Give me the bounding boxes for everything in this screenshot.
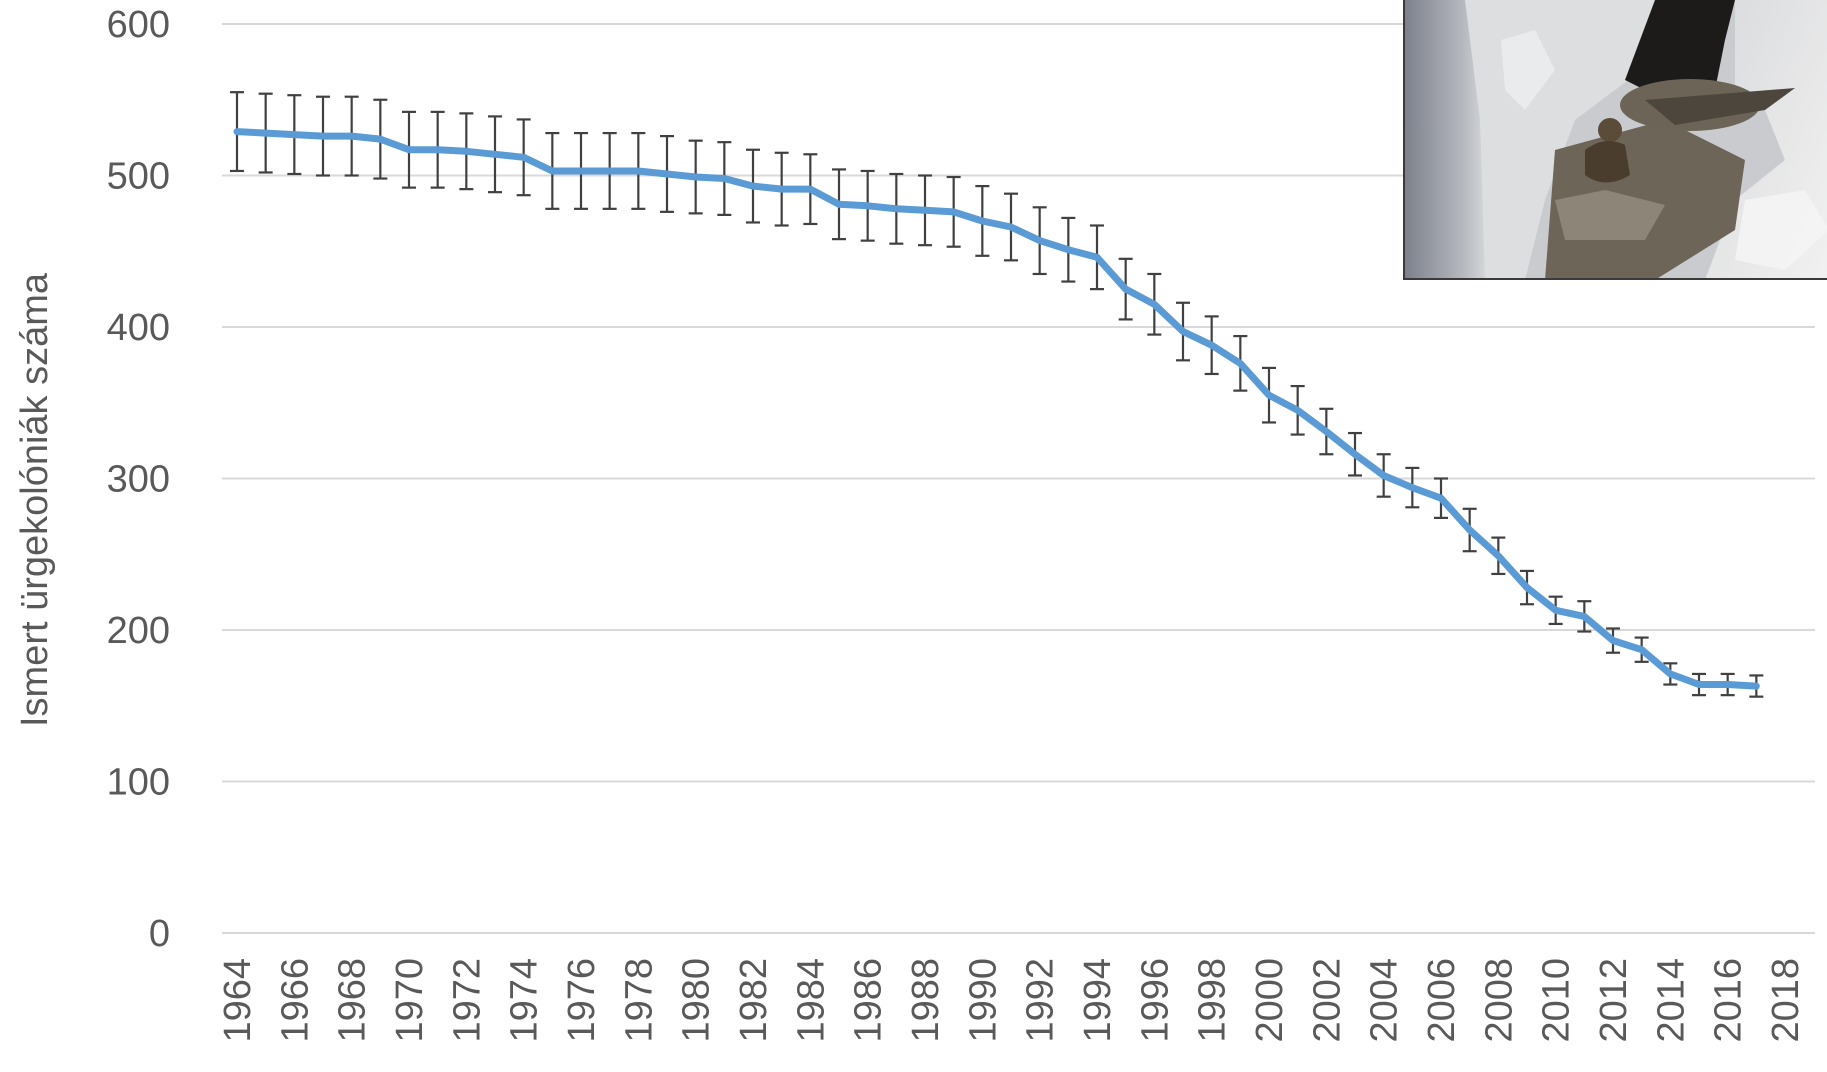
data-point [1067, 249, 1069, 251]
data-points [236, 131, 1757, 687]
x-tick-label: 1974 [504, 958, 546, 1043]
data-point [494, 153, 496, 155]
data-point [809, 188, 811, 190]
data-point [723, 178, 725, 180]
data-point [1411, 487, 1413, 489]
x-tick-label: 1994 [1077, 958, 1119, 1043]
data-point [465, 150, 467, 152]
x-tick-label: 1964 [217, 958, 259, 1043]
data-point [1182, 331, 1184, 333]
y-axis-title: Ismert ürgekolóniák száma [14, 272, 56, 727]
x-tick-label: 2000 [1249, 958, 1291, 1043]
data-point [351, 135, 353, 137]
data-point [1153, 303, 1155, 305]
x-tick-label: 2002 [1306, 958, 1348, 1043]
x-tick-label: 1966 [274, 958, 316, 1043]
data-point [1727, 684, 1729, 686]
x-tick-label: 1986 [848, 958, 890, 1043]
x-tick-label: 2008 [1478, 958, 1520, 1043]
x-tick-label: 1988 [905, 958, 947, 1043]
data-point [1755, 685, 1757, 687]
data-point [924, 209, 926, 211]
data-point [666, 173, 668, 175]
data-point [1440, 497, 1442, 499]
x-tick-label: 2016 [1708, 958, 1750, 1043]
data-point [838, 203, 840, 205]
x-tick-label: 1976 [561, 958, 603, 1043]
series-line [233, 128, 1760, 690]
x-tick-label: 2010 [1536, 958, 1578, 1043]
x-tick-label: 2018 [1765, 958, 1807, 1043]
data-point [1641, 649, 1643, 651]
data-point [236, 131, 238, 133]
data-point [637, 170, 639, 172]
data-point [322, 135, 324, 137]
gridlines [222, 23, 1815, 934]
x-tick-label: 1968 [332, 958, 374, 1043]
x-tick-label: 1978 [618, 958, 660, 1043]
data-point [1583, 615, 1585, 617]
y-tick-label: 500 [107, 156, 170, 198]
data-point [551, 170, 553, 172]
x-tick-label: 2012 [1593, 958, 1635, 1043]
data-point [867, 205, 869, 207]
data-point [1268, 394, 1270, 396]
data-point [1211, 344, 1213, 346]
y-tick-label: 200 [107, 610, 170, 652]
data-point [1669, 673, 1671, 675]
falcon-nest-photo-icon [1403, 0, 1827, 280]
y-tick-label: 100 [107, 762, 170, 804]
data-point [1526, 587, 1528, 589]
data-point [953, 211, 955, 213]
data-point [1555, 609, 1557, 611]
data-point [1010, 226, 1012, 228]
data-point [1039, 240, 1041, 242]
data-point [1125, 288, 1127, 290]
data-point [1698, 684, 1700, 686]
data-point [293, 134, 295, 136]
data-point [1383, 474, 1385, 476]
y-axis-tick-labels: 0 100 200 300 400 500 600 [107, 4, 170, 955]
x-tick-label: 1996 [1134, 958, 1176, 1043]
data-point [781, 188, 783, 190]
data-point [265, 132, 267, 134]
data-point [1612, 640, 1614, 642]
data-point [1096, 256, 1098, 258]
data-point [895, 208, 897, 210]
data-point [1497, 555, 1499, 557]
x-tick-label: 1972 [446, 958, 488, 1043]
data-point [580, 170, 582, 172]
x-tick-label: 1990 [962, 958, 1004, 1043]
x-tick-label: 1992 [1020, 958, 1062, 1043]
data-point [695, 176, 697, 178]
data-point [523, 156, 525, 158]
y-tick-label: 300 [107, 459, 170, 501]
x-tick-label: 1984 [790, 958, 832, 1043]
y-tick-label: 0 [149, 913, 170, 955]
x-tick-label: 2006 [1421, 958, 1463, 1043]
data-point [379, 138, 381, 140]
data-point [1239, 362, 1241, 364]
data-point [1297, 409, 1299, 411]
x-axis-tick-labels: 1964 1966 1968 1970 1972 1974 1976 1978 1980 1982… [217, 958, 1807, 1043]
data-point [752, 185, 754, 187]
data-point [609, 170, 611, 172]
x-tick-label: 1970 [389, 958, 431, 1043]
x-tick-label: 2004 [1364, 958, 1406, 1043]
x-tick-label: 1998 [1192, 958, 1234, 1043]
data-point [1325, 431, 1327, 433]
y-tick-label: 600 [107, 4, 170, 46]
data-point [408, 149, 410, 151]
data-point [981, 220, 983, 222]
y-tick-label: 400 [107, 307, 170, 349]
x-tick-label: 1980 [676, 958, 718, 1043]
data-point [437, 149, 439, 151]
data-point [1469, 529, 1471, 531]
x-tick-label: 2014 [1650, 958, 1692, 1043]
x-tick-label: 1982 [733, 958, 775, 1043]
data-point [1354, 453, 1356, 455]
